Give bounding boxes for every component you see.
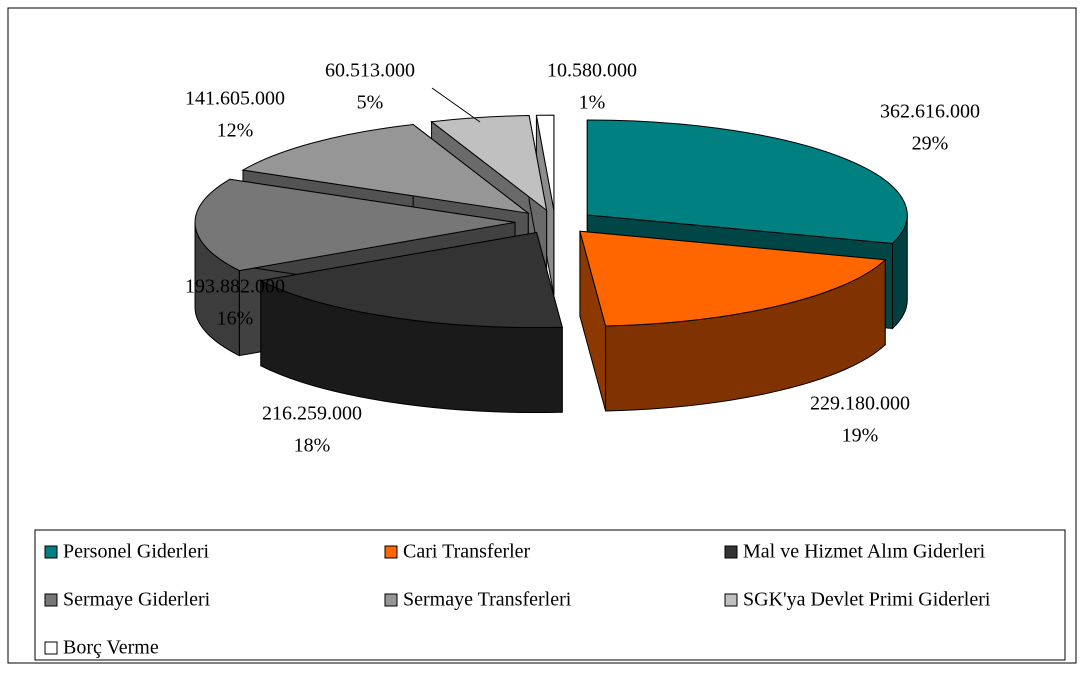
legend-swatch <box>44 545 58 559</box>
slice <box>586 119 908 245</box>
legend-box <box>34 529 1066 661</box>
value-label: 193.882.000 <box>185 276 285 298</box>
legend-label: Borç Verme <box>63 637 159 659</box>
value-label: 10.580.000 <box>547 60 637 82</box>
percent-label: 16% <box>217 308 254 330</box>
legend-swatch <box>724 545 738 559</box>
legend-swatch <box>384 545 398 559</box>
legend-label: Personel Giderleri <box>63 541 210 563</box>
slice <box>535 114 555 211</box>
percent-label: 29% <box>912 133 949 155</box>
leader-line <box>431 87 481 123</box>
slice <box>241 124 531 214</box>
value-label: 229.180.000 <box>810 393 910 415</box>
value-label: 141.605.000 <box>185 88 285 110</box>
legend-label: SGK'ya Devlet Primi Giderleri <box>743 589 991 611</box>
legend-label: Sermaye Giderleri <box>63 589 211 611</box>
slice <box>194 178 516 272</box>
value-label: 60.513.000 <box>325 60 415 82</box>
legend-swatch <box>44 641 58 655</box>
legend-swatch <box>44 593 58 607</box>
percent-label: 12% <box>217 120 254 142</box>
percent-label: 19% <box>842 425 879 447</box>
legend-swatch <box>384 593 398 607</box>
value-label: 362.616.000 <box>880 101 980 123</box>
percent-label: 5% <box>357 92 384 114</box>
slice <box>579 230 887 327</box>
legend-swatch <box>724 593 738 607</box>
slice <box>259 231 563 329</box>
percent-label: 18% <box>294 435 331 457</box>
value-label: 216.259.000 <box>262 403 362 425</box>
legend-label: Cari Transferler <box>403 541 531 563</box>
slice <box>430 115 548 212</box>
legend-label: Sermaye Transferleri <box>403 589 572 611</box>
percent-label: 1% <box>579 92 606 114</box>
legend-label: Mal ve Hizmet Alım Giderleri <box>743 541 986 563</box>
